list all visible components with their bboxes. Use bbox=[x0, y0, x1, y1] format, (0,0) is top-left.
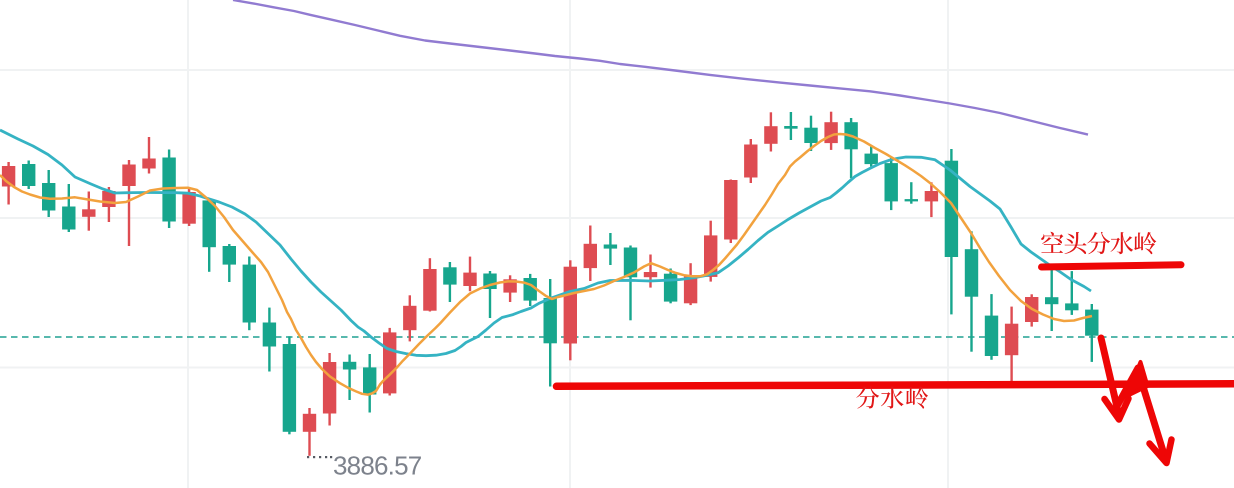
svg-text:3886.57: 3886.57 bbox=[333, 451, 422, 481]
